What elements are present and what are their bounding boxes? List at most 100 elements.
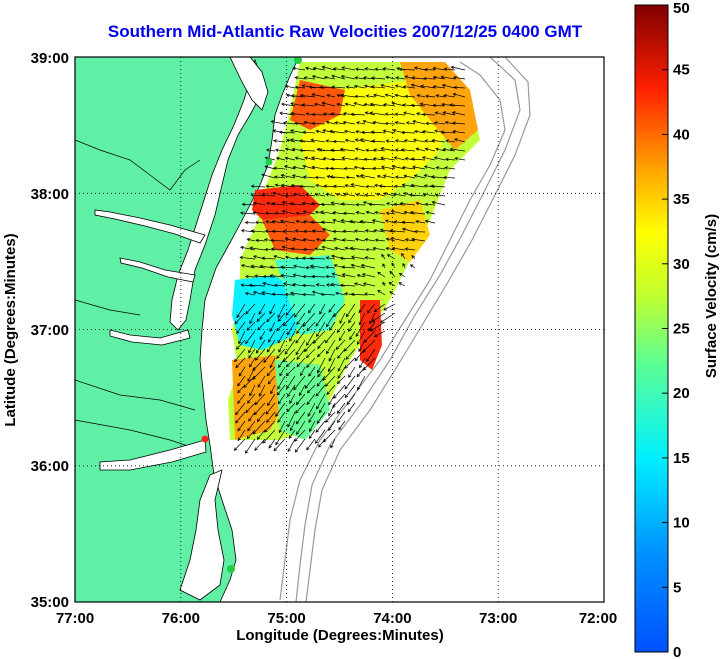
velocity-arrow bbox=[394, 175, 406, 179]
velocity-arrow bbox=[373, 93, 386, 98]
velocity-arrow bbox=[395, 76, 406, 80]
velocity-arrow bbox=[416, 94, 426, 98]
velocity-arrow bbox=[329, 175, 346, 179]
velocity-arrow bbox=[270, 247, 286, 251]
velocity-arrow bbox=[378, 184, 396, 188]
velocity-arrow bbox=[302, 175, 316, 179]
velocity-arrow bbox=[277, 330, 286, 344]
velocity-arrow bbox=[273, 166, 286, 170]
velocity-arrow bbox=[295, 219, 306, 224]
velocity-arrow bbox=[315, 420, 326, 433]
velocity-arrow bbox=[412, 119, 426, 125]
velocity-arrow bbox=[294, 121, 306, 126]
velocity-arrow bbox=[262, 274, 276, 279]
velocity-arrow bbox=[259, 264, 276, 269]
velocity-arrow bbox=[364, 193, 376, 197]
velocity-arrow bbox=[246, 321, 256, 331]
velocity-arrow bbox=[248, 348, 256, 359]
velocity-vectors bbox=[233, 65, 466, 454]
velocity-arrow bbox=[332, 218, 346, 224]
velocity-arrow bbox=[336, 102, 346, 107]
velocity-arrow bbox=[354, 157, 366, 161]
velocity-arrow bbox=[249, 246, 266, 251]
velocity-arrow bbox=[276, 384, 286, 396]
colorbar-tick-label: 20 bbox=[673, 385, 690, 402]
velocity-arrow bbox=[413, 174, 426, 179]
velocity-arrow bbox=[294, 256, 306, 261]
velocity-arrow bbox=[257, 375, 266, 388]
velocity-arrow bbox=[350, 292, 366, 297]
velocity-arrow bbox=[415, 201, 426, 206]
velocity-arrow bbox=[410, 103, 426, 108]
velocity-arrow bbox=[374, 67, 386, 71]
velocity-arrow bbox=[292, 282, 306, 287]
velocity-arrow bbox=[433, 121, 446, 125]
colorbar-tick-label: 50 bbox=[673, 0, 690, 17]
velocity-arrow bbox=[330, 438, 336, 449]
velocity-arrow bbox=[421, 112, 436, 117]
velocity-arrow bbox=[337, 357, 346, 372]
velocity-arrow bbox=[336, 402, 346, 414]
velocity-arrow bbox=[425, 121, 436, 126]
velocity-arrow bbox=[270, 120, 286, 125]
velocity-arrow bbox=[338, 420, 346, 431]
velocity-arrow bbox=[265, 184, 276, 189]
velocity-arrow bbox=[269, 357, 276, 369]
velocity-arrow bbox=[333, 184, 346, 189]
velocity-arrow bbox=[250, 229, 266, 233]
velocity-arrow bbox=[331, 272, 346, 278]
velocity-arrow bbox=[298, 384, 306, 397]
velocity-arrow bbox=[271, 292, 286, 296]
velocity-arrow bbox=[422, 192, 436, 197]
velocity-arrow bbox=[322, 156, 336, 161]
velocity-arrow bbox=[277, 312, 286, 322]
velocity-arrow bbox=[383, 303, 396, 311]
velocity-arrow bbox=[440, 130, 456, 134]
velocity-arrow bbox=[299, 148, 316, 153]
velocity-arrow bbox=[315, 183, 326, 188]
velocity-arrow bbox=[415, 147, 426, 152]
velocity-arrow bbox=[284, 193, 296, 198]
velocity-arrow bbox=[382, 129, 396, 134]
velocity-arrow bbox=[296, 312, 306, 325]
velocity-arrow bbox=[355, 211, 366, 215]
velocity-arrow bbox=[322, 238, 336, 242]
velocity-arrow bbox=[258, 303, 266, 315]
velocity-arrow bbox=[290, 138, 306, 143]
map-title: Southern Mid-Atlantic Raw Velocities 200… bbox=[107, 22, 583, 41]
velocity-arrow bbox=[382, 174, 396, 179]
velocity-arrow bbox=[424, 219, 436, 224]
velocity-arrow bbox=[384, 112, 396, 116]
velocity-arrow bbox=[315, 312, 326, 327]
velocity-arrow bbox=[275, 402, 286, 417]
velocity-arrow bbox=[286, 375, 296, 390]
velocity-arrow bbox=[340, 74, 356, 80]
velocity-arrow bbox=[295, 330, 306, 344]
potomac-river bbox=[94, 209, 206, 244]
velocity-arrow bbox=[365, 148, 376, 152]
velocity-arrow bbox=[384, 121, 396, 126]
velocity-arrow bbox=[340, 202, 356, 206]
velocity-arrow bbox=[292, 165, 306, 170]
velocity-arrow bbox=[386, 254, 396, 260]
velocity-arrow bbox=[311, 74, 326, 80]
velocity-arrow bbox=[284, 237, 296, 242]
velocity-arrow bbox=[385, 139, 396, 143]
velocity-arrow bbox=[280, 173, 296, 179]
velocity-arrow bbox=[314, 192, 326, 197]
velocity-arrow bbox=[294, 85, 306, 90]
velocity-arrow bbox=[336, 93, 346, 98]
velocity-arrow bbox=[255, 238, 266, 243]
velocity-arrow bbox=[336, 375, 346, 385]
velocity-arrow bbox=[296, 348, 306, 361]
velocity-arrow bbox=[370, 85, 386, 89]
velocity-arrow bbox=[432, 66, 446, 71]
velocity-arrow bbox=[248, 339, 256, 354]
velocity-arrow bbox=[301, 103, 316, 107]
velocity-arrow bbox=[342, 120, 356, 125]
velocity-arrow bbox=[361, 273, 376, 278]
velocity-arrow bbox=[306, 438, 316, 451]
velocity-arrow bbox=[296, 420, 306, 436]
velocity-arrow bbox=[410, 183, 426, 188]
velocity-arrow bbox=[328, 402, 336, 417]
